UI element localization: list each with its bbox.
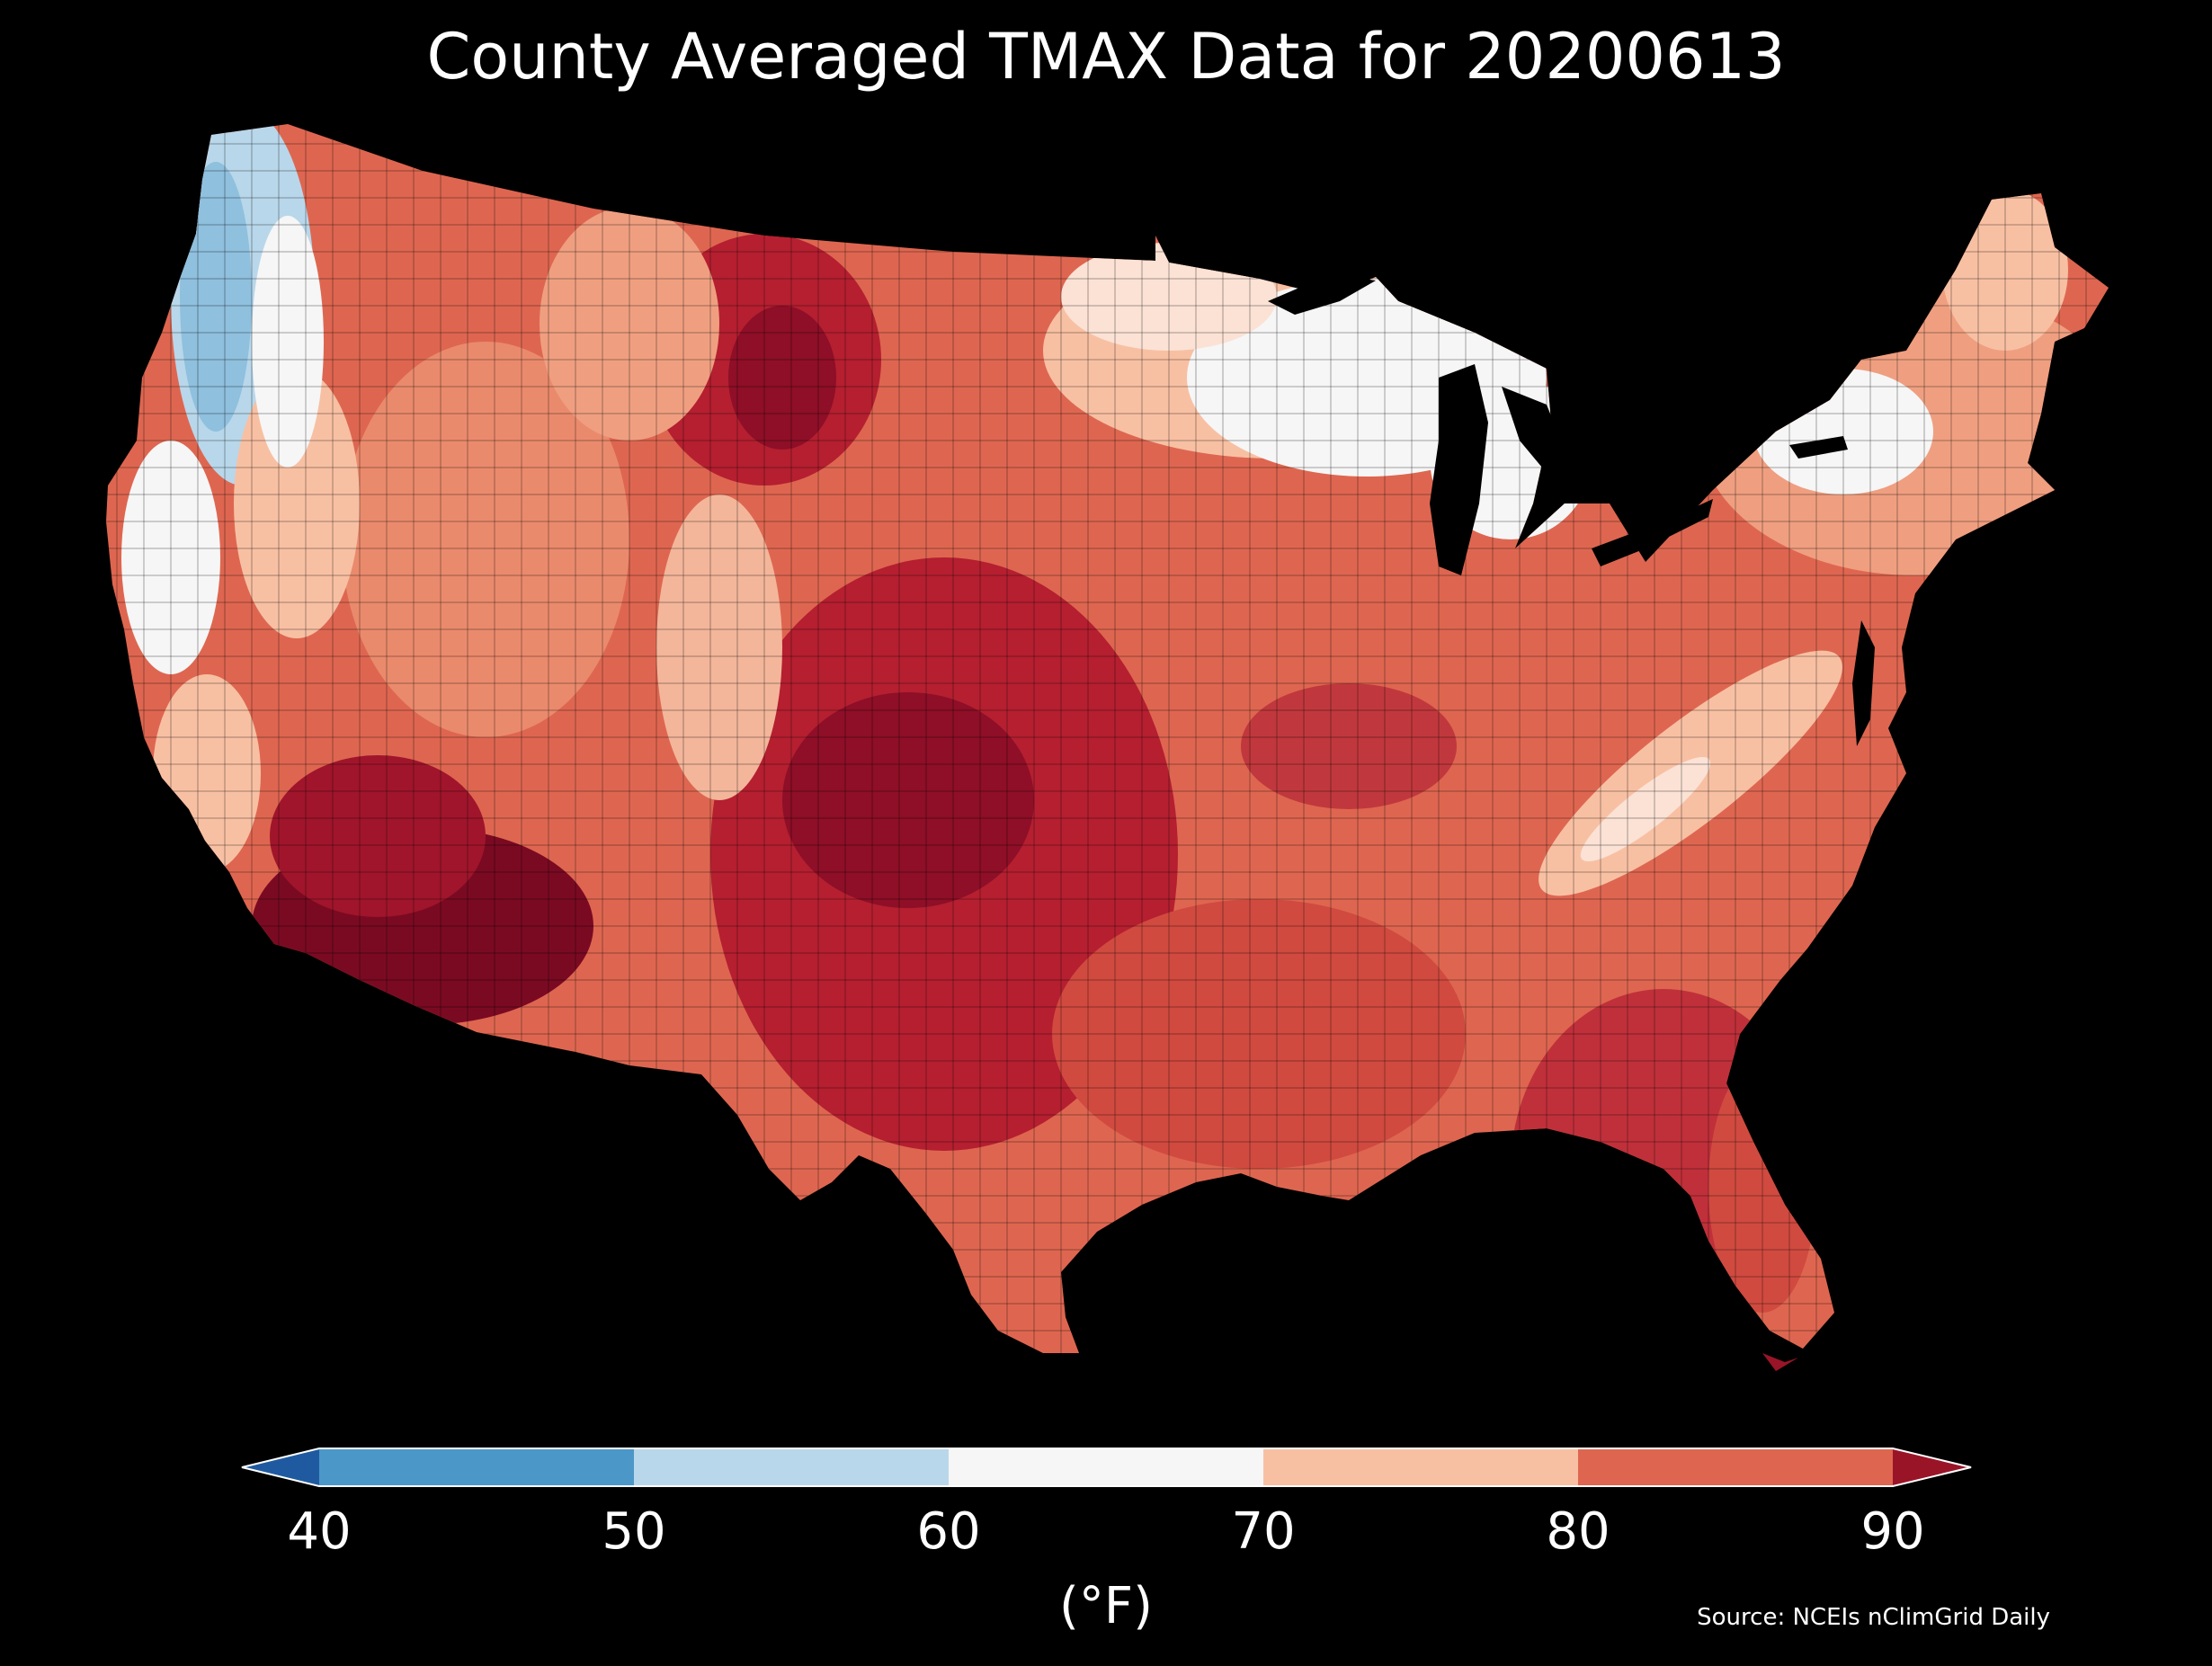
lake-erie — [1592, 499, 1713, 566]
colorbar-bin-below-40 — [241, 1448, 319, 1486]
colorbar-unit-label: (°F) — [1059, 1577, 1153, 1635]
lake-michigan — [1430, 364, 1488, 575]
colorbar — [241, 1448, 1973, 1487]
colorbar-bin-60-70 — [949, 1448, 1263, 1486]
colorbar-tick-70: 70 — [1231, 1502, 1296, 1561]
colorbar-tick-60: 60 — [916, 1502, 981, 1561]
us-county-map-svg — [106, 124, 2109, 1371]
lake-ontario — [1789, 436, 1848, 459]
colorbar-bin-80-90 — [1578, 1448, 1893, 1486]
lake-superior — [1268, 274, 1376, 315]
florida-keys — [1762, 1353, 1798, 1371]
map-title: County Averaged TMAX Data for 20200613 — [426, 20, 1786, 94]
source-credit: Source: NCEIs nClimGrid Daily — [1697, 1604, 2050, 1631]
colorbar-bin-40-50 — [319, 1448, 634, 1486]
colorbar-tick-90: 90 — [1860, 1502, 1925, 1561]
colorbar-outline — [241, 1448, 1972, 1487]
colorbar-bin-50-60 — [634, 1448, 949, 1486]
lake-huron — [1502, 387, 1565, 468]
colorbar-tick-50: 50 — [602, 1502, 666, 1561]
colorbar-svg — [241, 1448, 1972, 1487]
colorbar-tick-40: 40 — [287, 1502, 352, 1561]
colorbar-bin-70-80 — [1263, 1448, 1578, 1486]
chesapeake-bay — [1852, 620, 1875, 746]
colorbar-tick-80: 80 — [1546, 1502, 1610, 1561]
us-county-map — [106, 124, 2109, 1371]
colorbar-bin-above-90 — [1893, 1448, 1972, 1486]
